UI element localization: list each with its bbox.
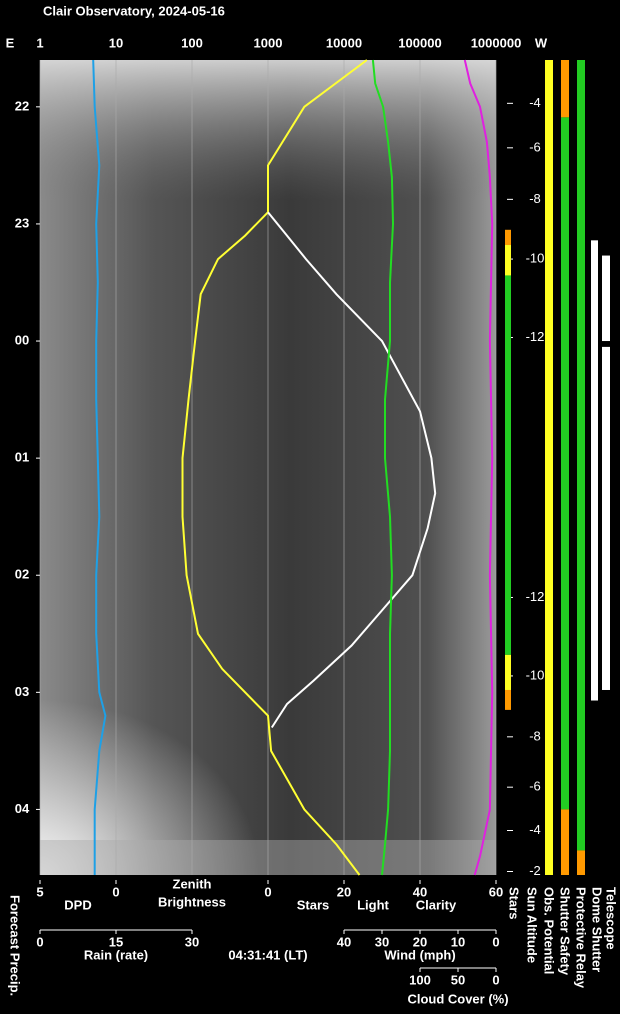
sun-altitude-label: -8: [529, 728, 541, 743]
x-tick-label: 20: [413, 934, 427, 949]
y-tick-label: 03: [15, 684, 29, 699]
sun-altitude-label: -2: [529, 863, 541, 878]
sun-altitude-label: -6: [529, 139, 541, 154]
x-tick-label: 30: [185, 934, 199, 949]
status-label: Protective Relay: [574, 887, 589, 989]
x-tick-label: 15: [109, 934, 123, 949]
y-tick-label: 04: [15, 801, 30, 816]
x-tick-label: 1000000: [471, 35, 522, 50]
status-label: Obs. Potential: [542, 887, 557, 974]
status-label: Dome Shutter: [590, 887, 605, 972]
status-segment: [505, 245, 511, 276]
axis-label: Zenith: [173, 876, 212, 891]
status-label: Sun Altitude: [525, 887, 540, 963]
sun-altitude-label: -10: [526, 251, 545, 266]
sun-altitude-label: -4: [529, 95, 541, 110]
status-label: Shutter Safety: [558, 887, 573, 976]
x-tick-label: 10: [109, 35, 123, 50]
timestamp: 04:31:41 (LT): [228, 947, 307, 962]
axis-label: Rain (rate): [84, 947, 148, 962]
x-tick-label: 0: [492, 972, 499, 987]
status-segment: [577, 850, 585, 875]
sun-altitude-label: -8: [529, 191, 541, 206]
y-tick-label: 23: [15, 215, 29, 230]
axis-label: DPD: [64, 897, 91, 912]
axis-label: Light: [357, 897, 389, 912]
sun-altitude-label: -6: [529, 779, 541, 794]
x-tick-label: 0: [36, 934, 43, 949]
y-tick-label: 02: [15, 567, 29, 582]
status-segment: [602, 255, 610, 342]
sky-glow: [40, 700, 260, 875]
series-line: [267, 211, 437, 729]
series-line: [92, 59, 107, 875]
west-label: W: [535, 35, 548, 50]
sun-altitude-label: -10: [526, 667, 545, 682]
status-label: Stars: [507, 887, 522, 920]
series-line: [371, 59, 395, 876]
axis-label: Cloud Cover (%): [407, 991, 508, 1006]
status-segment: [505, 689, 511, 710]
x-tick-label: 100: [181, 35, 203, 50]
x-tick-label: 0: [492, 934, 499, 949]
status-segment: [505, 229, 511, 246]
status-segment: [505, 654, 511, 690]
x-tick-label: 10000: [326, 35, 362, 50]
axis-label: Clarity: [416, 897, 457, 912]
x-tick-label: 100000: [398, 35, 441, 50]
sun-altitude-label: -12: [526, 329, 545, 344]
status-segment: [561, 60, 569, 118]
x-tick-label: 30: [375, 934, 389, 949]
x-tick-label: 0: [112, 884, 119, 899]
y-tick-label: 01: [15, 450, 29, 465]
sun-altitude-label: -12: [526, 589, 545, 604]
x-tick-label: 1000: [254, 35, 283, 50]
x-tick-label: 1: [36, 35, 43, 50]
y-tick-label: 00: [15, 332, 29, 347]
axis-label: Stars: [297, 897, 330, 912]
series-line: [463, 59, 494, 876]
x-tick-label: 5: [36, 884, 43, 899]
y-tick-label: 22: [15, 98, 29, 113]
status-segment: [561, 117, 569, 810]
status-segment: [505, 275, 511, 655]
x-tick-label: 40: [413, 884, 427, 899]
axis-label: Brightness: [158, 894, 226, 909]
series-line: [181, 59, 368, 876]
forecast-label: Forecast Precip.: [8, 895, 23, 996]
axis-label: Wind (mph): [384, 947, 455, 962]
x-tick-label: 60: [489, 884, 503, 899]
status-label: Telescope: [604, 887, 619, 950]
title: Clair Observatory, 2024-05-16: [43, 3, 225, 18]
status-segment: [545, 60, 553, 875]
east-label: E: [6, 35, 15, 50]
x-tick-label: 0: [264, 884, 271, 899]
sun-altitude-label: -4: [529, 822, 541, 837]
x-tick-label: 100: [409, 972, 431, 987]
status-segment: [591, 240, 598, 701]
status-segment: [561, 809, 569, 875]
status-segment: [577, 60, 585, 851]
status-segment: [602, 346, 610, 690]
x-tick-label: 20: [337, 884, 351, 899]
x-tick-label: 10: [451, 934, 465, 949]
x-tick-label: 40: [337, 934, 351, 949]
x-tick-label: 50: [451, 972, 465, 987]
